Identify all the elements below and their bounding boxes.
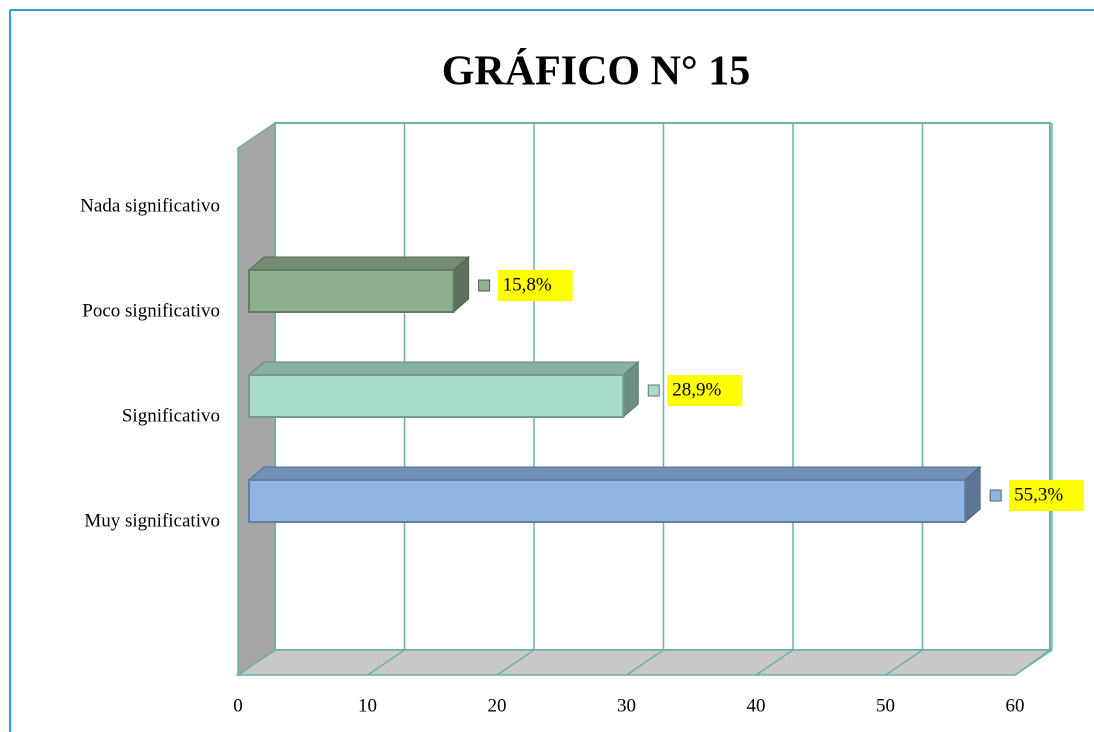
floor-grid-line <box>755 649 794 676</box>
floor-grid-line <box>885 649 923 676</box>
bar-front <box>248 374 625 418</box>
floor-grid-line <box>237 649 276 676</box>
data-label: 28,9% <box>672 379 721 400</box>
x-tick-label: 40 <box>747 695 766 716</box>
x-tick-label: 0 <box>233 695 243 716</box>
bar <box>247 360 640 419</box>
x-tick-label: 20 <box>488 695 507 716</box>
y-tick-label: Muy significativo <box>84 510 220 531</box>
data-label: 15,8% <box>503 274 552 295</box>
label-marker <box>989 489 1002 502</box>
bar-top <box>247 466 982 481</box>
y-tick-label: Nada significativo <box>80 195 220 216</box>
x-tick-label: 60 <box>1006 695 1025 716</box>
x-tick-label: 10 <box>358 695 377 716</box>
bar-front <box>248 269 455 313</box>
bar <box>247 255 470 314</box>
x-tick-label: 30 <box>617 695 636 716</box>
label-bg <box>1009 480 1085 511</box>
bar-front <box>248 479 967 523</box>
floor-grid-line <box>626 649 664 676</box>
floor-grid-line <box>496 649 535 676</box>
label-marker <box>647 384 660 397</box>
y-tick-label: Poco significativo <box>82 300 220 321</box>
label-bg <box>497 270 573 301</box>
label-marker <box>478 279 491 292</box>
x-tick-label: 50 <box>876 695 895 716</box>
label-bg <box>667 375 743 406</box>
data-label: 55,3% <box>1014 484 1063 505</box>
floor-grid-line <box>367 649 405 676</box>
bar-top <box>247 361 640 376</box>
floor-grid-line <box>1014 649 1053 676</box>
bar <box>247 465 982 524</box>
bar-top <box>247 256 470 271</box>
chart-title: GRÁFICO N° 15 <box>442 48 750 95</box>
y-tick-label: Significativo <box>122 405 220 426</box>
